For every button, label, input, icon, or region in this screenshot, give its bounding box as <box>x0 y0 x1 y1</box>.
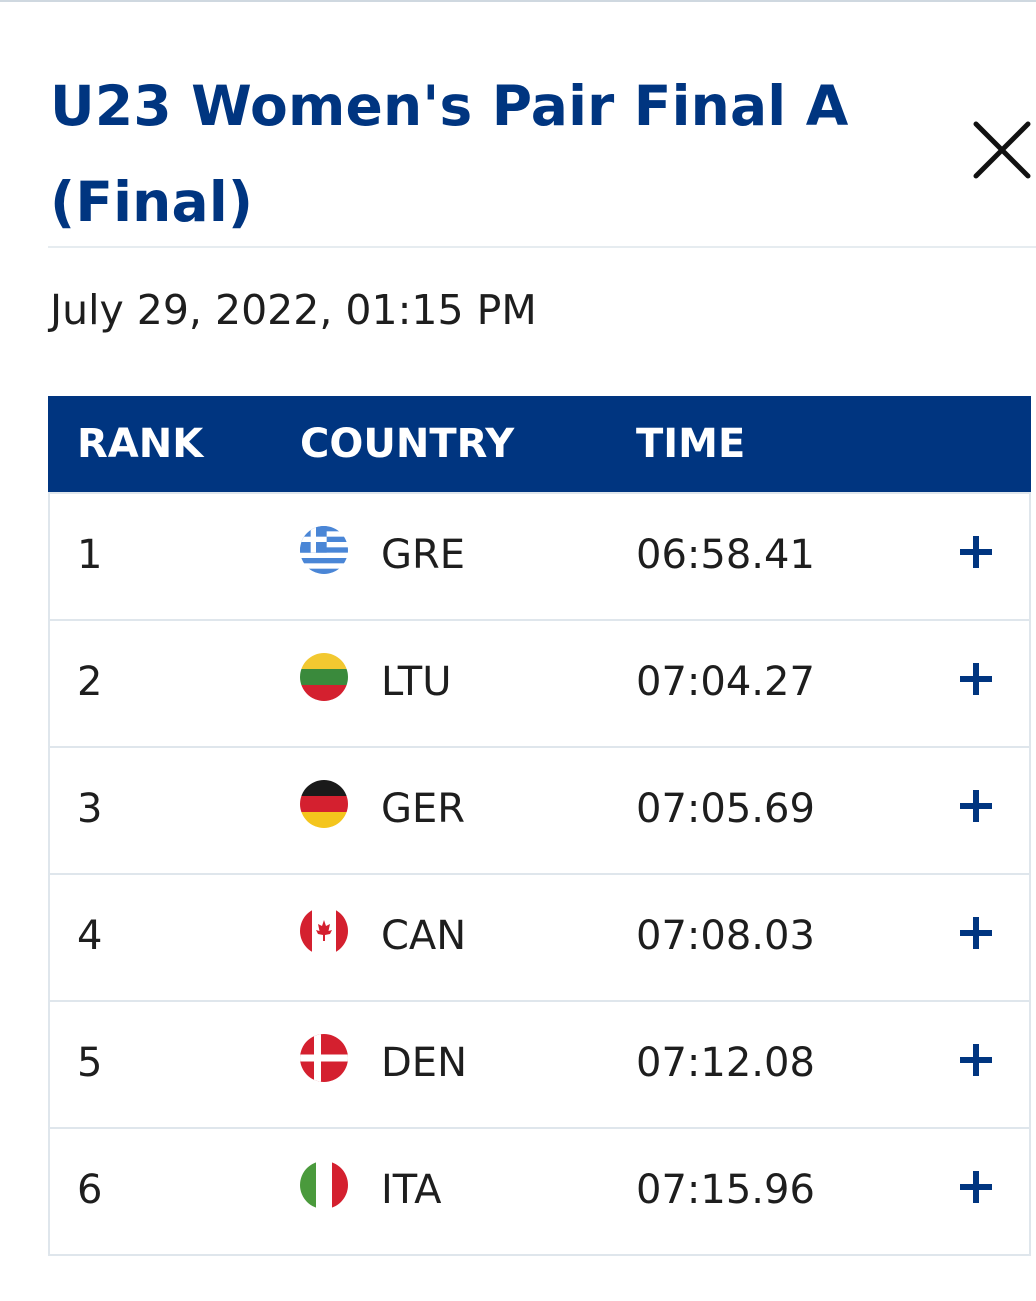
table-row[interactable]: 2 LTU 07:04.27 <box>50 619 1029 746</box>
italy-flag-icon <box>300 1161 348 1209</box>
country-cell: GRE <box>381 532 466 578</box>
close-icon <box>973 121 1031 179</box>
expand-row-button[interactable] <box>956 786 996 826</box>
rank-cell: 1 <box>77 532 103 578</box>
country-cell: DEN <box>381 1040 467 1086</box>
table-row[interactable]: 3 GER 07:05.69 <box>50 746 1029 873</box>
country-cell: LTU <box>381 659 452 705</box>
greece-flag-icon <box>300 526 348 574</box>
table-row[interactable]: 5 DEN 07:12.08 <box>50 1000 1029 1127</box>
rank-cell: 4 <box>77 913 103 959</box>
column-header-country: COUNTRY <box>300 421 515 467</box>
germany-flag-icon <box>300 780 348 828</box>
plus-icon <box>960 1171 992 1203</box>
expand-row-button[interactable] <box>956 1040 996 1080</box>
expand-row-button[interactable] <box>956 532 996 572</box>
country-cell: ITA <box>381 1167 442 1213</box>
table-header: RANK COUNTRY TIME <box>48 396 1031 492</box>
table-row[interactable]: 1 GRE 06:58.41 <box>50 492 1029 619</box>
country-cell: CAN <box>381 913 467 959</box>
plus-icon <box>960 536 992 568</box>
column-header-time: TIME <box>636 421 746 467</box>
rank-cell: 5 <box>77 1040 103 1086</box>
rank-cell: 2 <box>77 659 103 705</box>
plus-icon <box>960 790 992 822</box>
plus-icon <box>960 1044 992 1076</box>
rank-cell: 6 <box>77 1167 103 1213</box>
time-cell: 07:12.08 <box>636 1040 815 1086</box>
column-header-rank: RANK <box>77 421 204 467</box>
canada-flag-icon <box>300 907 348 955</box>
results-table: RANK COUNTRY TIME 1 GRE 06:58.41 <box>48 396 1031 1256</box>
close-button[interactable] <box>966 116 1036 186</box>
plus-icon <box>960 917 992 949</box>
title-divider <box>48 246 1036 248</box>
table-row[interactable]: 6 ITA 07:15.96 <box>50 1127 1029 1254</box>
country-cell: GER <box>381 786 466 832</box>
event-datetime: July 29, 2022, 01:15 PM <box>50 286 537 334</box>
expand-row-button[interactable] <box>956 659 996 699</box>
table-row[interactable]: 4 CAN 07:08.03 <box>50 873 1029 1000</box>
time-cell: 06:58.41 <box>636 532 815 578</box>
denmark-flag-icon <box>300 1034 348 1082</box>
time-cell: 07:05.69 <box>636 786 815 832</box>
time-cell: 07:08.03 <box>636 913 815 959</box>
time-cell: 07:04.27 <box>636 659 815 705</box>
plus-icon <box>960 663 992 695</box>
rank-cell: 3 <box>77 786 103 832</box>
expand-row-button[interactable] <box>956 913 996 953</box>
page-title: U23 Women's Pair Final A (Final) <box>50 74 849 234</box>
expand-row-button[interactable] <box>956 1167 996 1207</box>
top-divider <box>0 0 1036 2</box>
time-cell: 07:15.96 <box>636 1167 815 1213</box>
lithuania-flag-icon <box>300 653 348 701</box>
